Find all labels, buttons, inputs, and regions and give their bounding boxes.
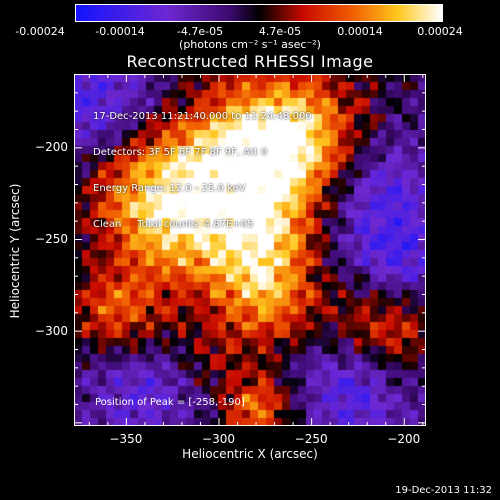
colorbar-tick-label: -0.00014: [95, 25, 145, 38]
y-tick-label: −200: [35, 140, 68, 155]
x-tick-label: −350: [109, 432, 143, 446]
colorbar-tick-label: -0.00024: [15, 25, 65, 38]
info-line-energy: Energy Range: 12.0 - 25.0 keV: [93, 183, 246, 194]
chart-title: Reconstructed RHESSI Image: [126, 52, 374, 71]
colorbar-tick-label: 0.00024: [417, 25, 463, 38]
info-line-counts: Clean Total counts: 4.87E+05: [93, 219, 254, 230]
x-tick-label: −250: [294, 432, 328, 446]
info-line-detectors: Detectors: 3F 5F 6F 7F 8F 9F, Att 0: [93, 147, 268, 158]
x-tick-label: −200: [387, 432, 421, 446]
colorbar: [75, 4, 443, 22]
peak-position-label: Position of Peak = [-258,-190]: [95, 397, 245, 408]
colorbar-tick-label: 4.7e-05: [258, 25, 302, 38]
x-axis-label: Heliocentric X (arcsec): [182, 447, 318, 461]
observation-info: 17-Dec-2013 11:21:40.000 to 11:24:48.000…: [93, 87, 312, 243]
info-line-time: 17-Dec-2013 11:21:40.000 to 11:24:48.000: [93, 111, 312, 122]
colorbar-units: (photons cm⁻² s⁻¹ asec⁻²): [179, 38, 321, 51]
y-tick-label: −300: [35, 323, 68, 338]
footer-timestamp: 19-Dec-2013 11:32: [395, 485, 492, 496]
x-tick-label: −300: [202, 432, 235, 446]
colorbar-tick-label: 0.00014: [337, 25, 383, 38]
y-tick-label: −250: [35, 232, 68, 246]
colorbar-tick-label: -4.7e-05: [176, 25, 224, 38]
y-axis-label: Heliocentric Y (arcsec): [8, 183, 22, 319]
